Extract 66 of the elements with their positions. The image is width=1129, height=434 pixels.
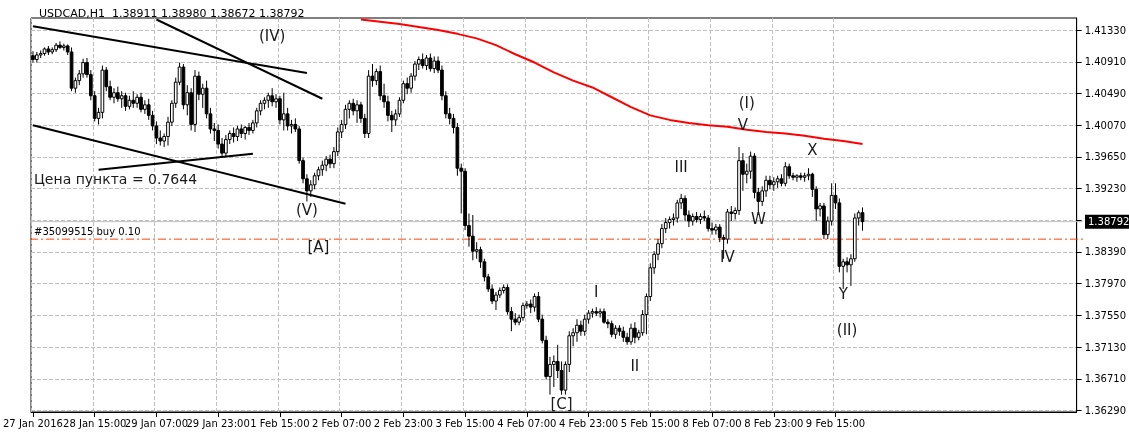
candlestick [270, 87, 275, 107]
x-tick-label: 27 Jan 2016 [2, 417, 63, 429]
x-tick-label: 1 Feb 15:00 [250, 417, 310, 429]
annotation: W [750, 210, 766, 228]
y-tick-label: 1.40490 [1084, 87, 1127, 99]
y-tick-label: 1.37550 [1084, 309, 1127, 321]
ref-line-label: #35099515 buy 0.10 [34, 225, 141, 237]
ref-line-label: 1.38792 [1088, 216, 1129, 228]
candlestick [521, 302, 525, 322]
x-tick-label: 3 Feb 15:00 [435, 417, 495, 429]
candlestick [281, 92, 286, 131]
candlestick [629, 323, 633, 346]
candlestick [795, 173, 799, 183]
y-tick-label: 1.40070 [1084, 119, 1127, 131]
annotation: I [594, 283, 599, 301]
candlestick [285, 107, 290, 131]
y-tick-label: 1.39230 [1084, 183, 1127, 195]
annotation: Y [837, 285, 849, 303]
y-tick-label: 1.36290 [1084, 404, 1127, 416]
candlestick [247, 122, 251, 136]
candlestick [328, 154, 332, 169]
y-tick-label: 1.36710 [1084, 373, 1127, 385]
annotation: [C] [550, 395, 573, 413]
x-tick-label: 4 Feb 23:00 [558, 417, 619, 429]
chart-title: USDCAD,H1 1.38911 1.38980 1.38672 1.38792 [39, 7, 305, 20]
candlestick [768, 175, 772, 190]
x-tick-label: 29 Jan 23:00 [186, 417, 250, 429]
x-tick-label: 9 Feb 15:00 [805, 417, 866, 429]
candlestick [135, 93, 139, 109]
candlestick [470, 214, 475, 261]
annotation: [A] [307, 238, 330, 256]
candlestick [355, 99, 359, 124]
annotation: (I) [738, 94, 755, 112]
annotation: II [630, 357, 640, 375]
y-tick-label: 1.37130 [1084, 341, 1127, 353]
candlestick [112, 87, 116, 104]
y-tick-label: 1.37970 [1084, 278, 1127, 290]
candlestick [714, 223, 718, 236]
annotation: (V) [295, 201, 318, 219]
candlestick [139, 92, 143, 113]
candlestick [845, 256, 849, 273]
x-tick-label: 29 Jan 07:00 [124, 417, 189, 429]
annotation: X [807, 141, 818, 159]
y-tick-label: 1.40910 [1084, 56, 1127, 68]
candlestick [575, 318, 579, 343]
annotation: Цена пункта = 0.7644 [34, 171, 198, 187]
x-tick-label: 8 Feb 23:00 [744, 417, 804, 429]
x-tick-label: 28 Jan 15:00 [63, 417, 127, 429]
candlestick [598, 308, 602, 319]
x-tick-label: 5 Feb 15:00 [620, 417, 680, 429]
annotation: (IV) [258, 27, 286, 45]
y-tick-label: 1.39650 [1084, 151, 1127, 163]
x-tick-label: 2 Feb 07:00 [312, 417, 372, 429]
candlestick [143, 99, 147, 115]
candlestick [58, 40, 62, 50]
candlestick [494, 291, 498, 311]
annotation: IV [720, 248, 736, 266]
annotation: III [674, 158, 688, 176]
x-tick-label: 4 Feb 07:00 [497, 417, 557, 429]
y-tick-label: 1.41330 [1084, 24, 1127, 36]
annotation: (II) [836, 321, 858, 339]
candlestick [633, 321, 637, 344]
x-tick-label: 8 Feb 07:00 [682, 417, 742, 429]
x-tick-label: 2 Feb 23:00 [373, 417, 433, 429]
y-tick-label: 1.38390 [1084, 246, 1127, 258]
candlestick [675, 199, 680, 224]
